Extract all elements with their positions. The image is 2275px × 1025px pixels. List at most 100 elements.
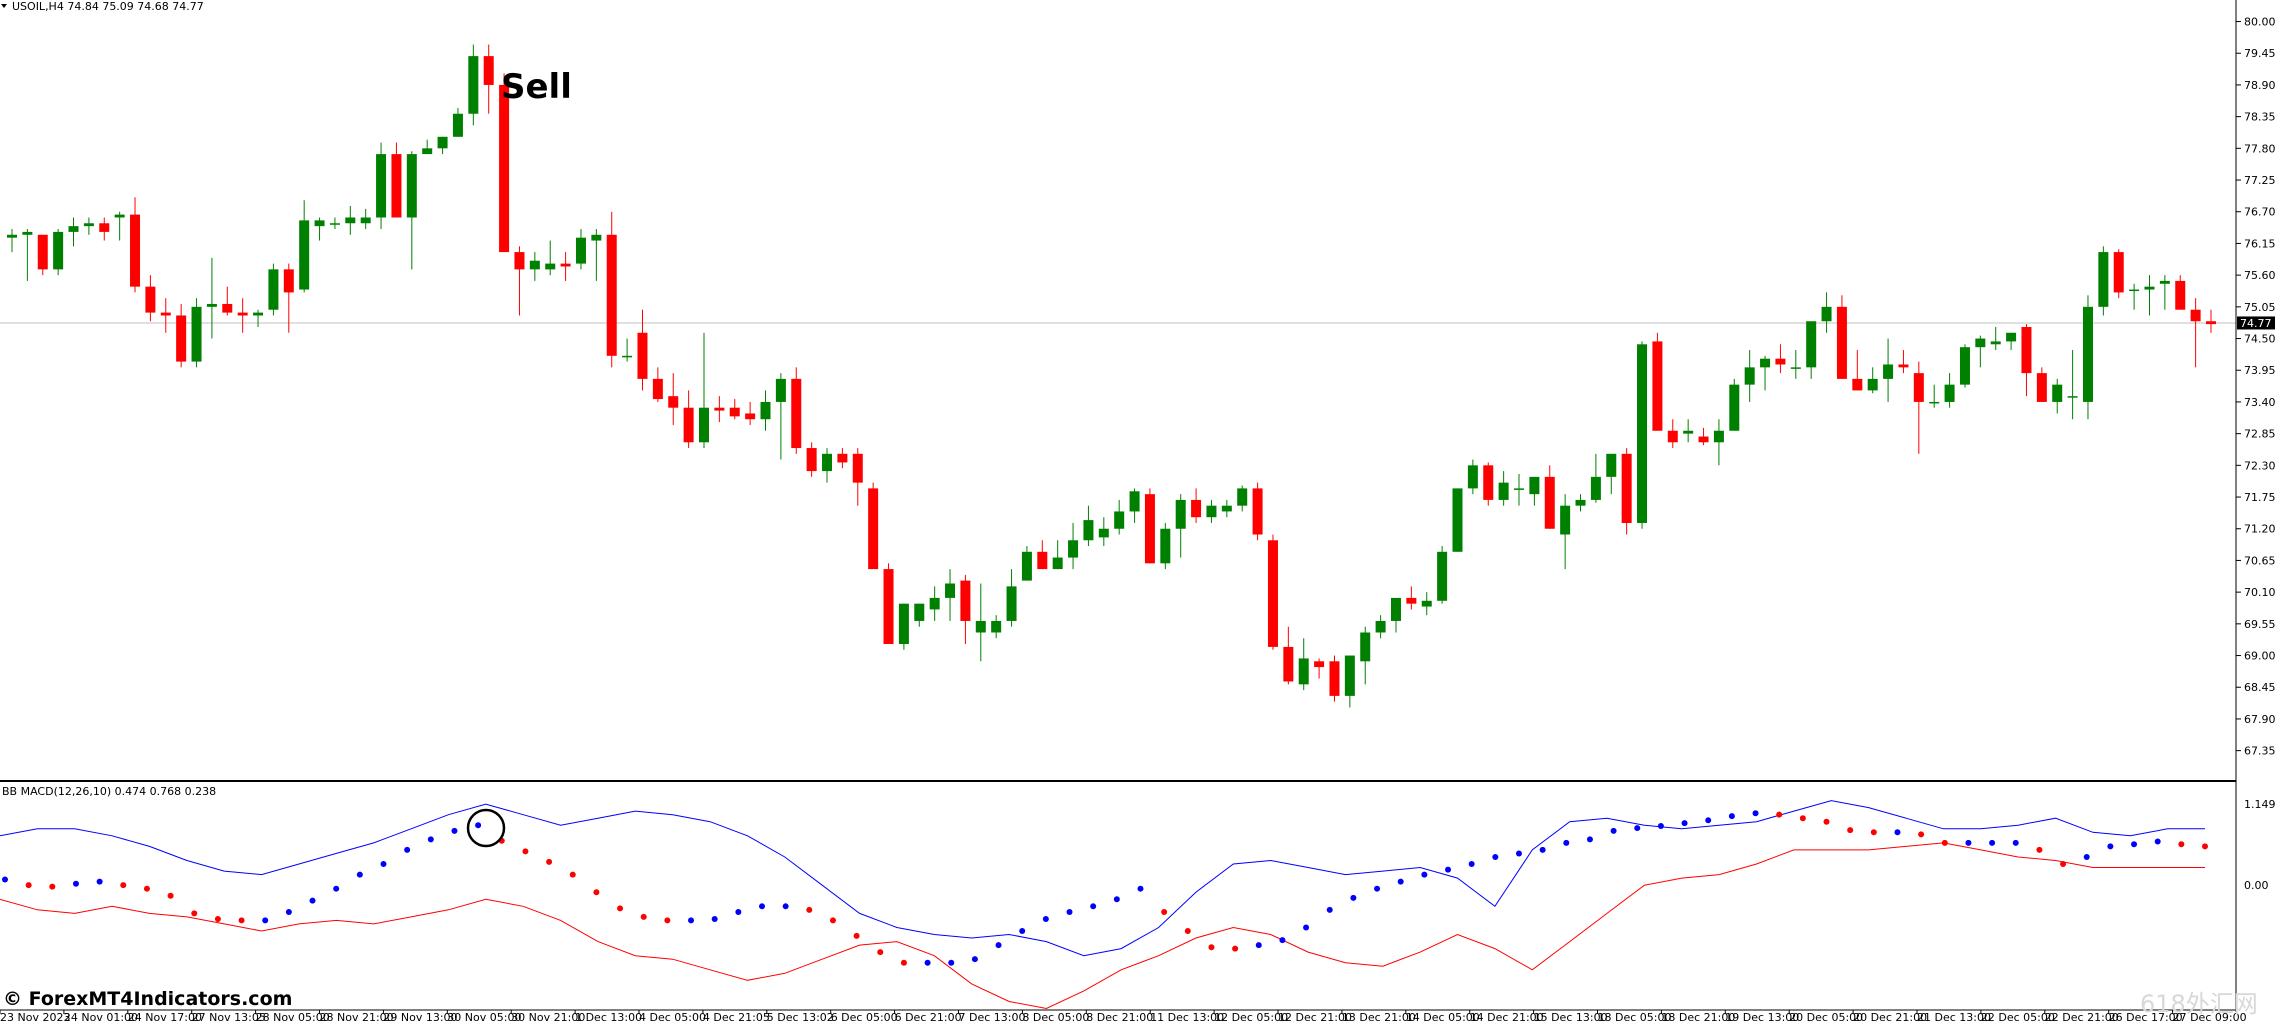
time-tick-label: 12 Dec 05:00 bbox=[1214, 1011, 1288, 1024]
bull-candle bbox=[622, 355, 633, 358]
bear-candle bbox=[2113, 252, 2124, 293]
bull-candle bbox=[1590, 476, 1601, 500]
macd-dot-rising bbox=[262, 917, 269, 924]
time-tick-label: 28 Nov 05:00 bbox=[256, 1011, 330, 1024]
price-tick-label: 78.35 bbox=[2244, 111, 2275, 124]
macd-dot-falling bbox=[49, 883, 56, 890]
bull-candle bbox=[1744, 367, 1755, 385]
macd-dot-rising bbox=[404, 846, 411, 853]
bull-candle bbox=[1637, 344, 1648, 523]
bear-candle bbox=[1283, 646, 1294, 682]
time-tick-label: 24 Nov 01:00 bbox=[64, 1011, 138, 1024]
site-watermark: © ForexMT4Indicators.com bbox=[3, 988, 292, 1010]
price-axis[interactable]: 80.00 79.45 78.90 78.35 77.80 77.25 76.70 76.15… bbox=[2235, 0, 2275, 1012]
bear-candle bbox=[1775, 358, 1786, 365]
bull-candle bbox=[1206, 505, 1217, 518]
bear-candle bbox=[1852, 378, 1863, 391]
bull-candle bbox=[1498, 482, 1509, 500]
price-tick-label: 75.05 bbox=[2244, 301, 2275, 314]
last-price-tag-label: 74.77 bbox=[2240, 317, 2272, 330]
bull-candle bbox=[1575, 499, 1586, 506]
bear-candle bbox=[2190, 309, 2201, 322]
bull-candle bbox=[191, 306, 202, 362]
macd-dot-rising bbox=[2, 876, 8, 883]
bull-candle bbox=[1683, 430, 1694, 434]
price-tick-label: 79.45 bbox=[2244, 47, 2275, 60]
bb-macd-panel[interactable]: BB MACD(12,26,10) 0.474 0.768 0.238 bbox=[0, 785, 2208, 1010]
time-tick-label: 14 Dec 21:00 bbox=[1470, 1011, 1544, 1024]
bull-candle bbox=[83, 223, 94, 227]
bull-candle bbox=[1929, 401, 1940, 404]
macd-dot-rising bbox=[1397, 878, 1404, 885]
bear-candle bbox=[652, 378, 663, 400]
bull-candle bbox=[1083, 520, 1094, 541]
time-tick-label: 11 Dec 13:00 bbox=[1150, 1011, 1224, 1024]
price-tick-label: 77.80 bbox=[2244, 142, 2275, 155]
bull-candle bbox=[468, 56, 479, 114]
bull-candle bbox=[345, 217, 356, 224]
bear-candle bbox=[1652, 341, 1663, 431]
time-tick-label: 15 Dec 13:00 bbox=[1534, 1011, 1608, 1024]
time-tick-label: 20 Dec 05:00 bbox=[1789, 1011, 1863, 1024]
time-tick-label: 22 Dec 05:00 bbox=[1981, 1011, 2055, 1024]
macd-dot-falling bbox=[829, 917, 836, 924]
macd-dot-falling bbox=[900, 959, 907, 966]
chart-menu-triangle-icon[interactable] bbox=[1, 4, 7, 8]
bull-candle bbox=[822, 453, 833, 472]
macd-dot-falling bbox=[191, 910, 198, 917]
bull-candle bbox=[422, 148, 433, 155]
bear-candle bbox=[806, 448, 817, 472]
macd-dot-rising bbox=[2083, 853, 2090, 860]
macd-dot-rising bbox=[1468, 861, 1475, 868]
lower-band-line bbox=[0, 842, 2205, 1010]
bear-candle bbox=[130, 214, 141, 287]
macd-dot-falling bbox=[2178, 841, 2185, 848]
time-tick-label: 7 Dec 13:00 bbox=[959, 1011, 1026, 1024]
macd-dot-rising bbox=[356, 871, 363, 878]
bull-candle bbox=[1944, 384, 1955, 402]
time-tick-label: 12 Dec 21:00 bbox=[1278, 1011, 1352, 1024]
bear-candle bbox=[176, 315, 187, 362]
bull-candle bbox=[2082, 306, 2093, 402]
time-tick-label: 27 Nov 13:05 bbox=[192, 1011, 266, 1024]
bull-candle bbox=[114, 214, 125, 218]
bear-candle bbox=[1913, 373, 1924, 402]
macd-dot-falling bbox=[569, 871, 576, 878]
macd-dot-falling bbox=[167, 892, 174, 899]
bear-candle bbox=[683, 407, 694, 443]
time-tick-label: 8 Dec 21:00 bbox=[1086, 1011, 1153, 1024]
macd-dot-falling bbox=[120, 882, 127, 889]
bear-candle bbox=[499, 84, 510, 253]
time-tick-label: 4 Dec 21:05 bbox=[703, 1011, 770, 1024]
macd-dot-rising bbox=[1326, 906, 1333, 913]
price-tick-label: 73.95 bbox=[2244, 364, 2275, 377]
macd-dot-falling bbox=[1161, 908, 1168, 915]
bull-candle bbox=[68, 226, 79, 232]
bear-candle bbox=[791, 378, 802, 449]
bear-candle bbox=[1621, 453, 1632, 523]
price-tick-label: 70.10 bbox=[2244, 586, 2275, 599]
bull-candle bbox=[1606, 453, 1617, 477]
price-panel[interactable]: Sell USOIL,H4 74.84 75.09 74.68 74.77 bbox=[0, 0, 2236, 708]
macd-dot-rising bbox=[1445, 866, 1452, 873]
price-tick-label: 73.40 bbox=[2244, 396, 2275, 409]
macd-dot-rising bbox=[1374, 885, 1381, 892]
macd-dot-rising bbox=[2107, 843, 2114, 850]
macd-dot-rising bbox=[1515, 850, 1522, 857]
macd-dot-falling bbox=[1232, 945, 1239, 952]
price-tick-label: 72.85 bbox=[2244, 428, 2275, 441]
bull-candle bbox=[1975, 338, 1986, 348]
bull-candle bbox=[53, 231, 64, 270]
price-tick-label: 80.00 bbox=[2244, 16, 2275, 29]
price-tick-label: 76.70 bbox=[2244, 206, 2275, 219]
bull-candle bbox=[898, 603, 909, 645]
bull-candle bbox=[529, 260, 540, 270]
bear-candle bbox=[1191, 499, 1202, 518]
macd-dot-rising bbox=[1492, 853, 1499, 860]
indicator-tick-label: 0.00 bbox=[2244, 879, 2269, 892]
macd-dot-rising bbox=[1894, 829, 1901, 836]
bull-candle bbox=[945, 583, 956, 598]
time-tick-label: 20 Dec 21:00 bbox=[1853, 1011, 1927, 1024]
bull-candle bbox=[329, 223, 340, 225]
